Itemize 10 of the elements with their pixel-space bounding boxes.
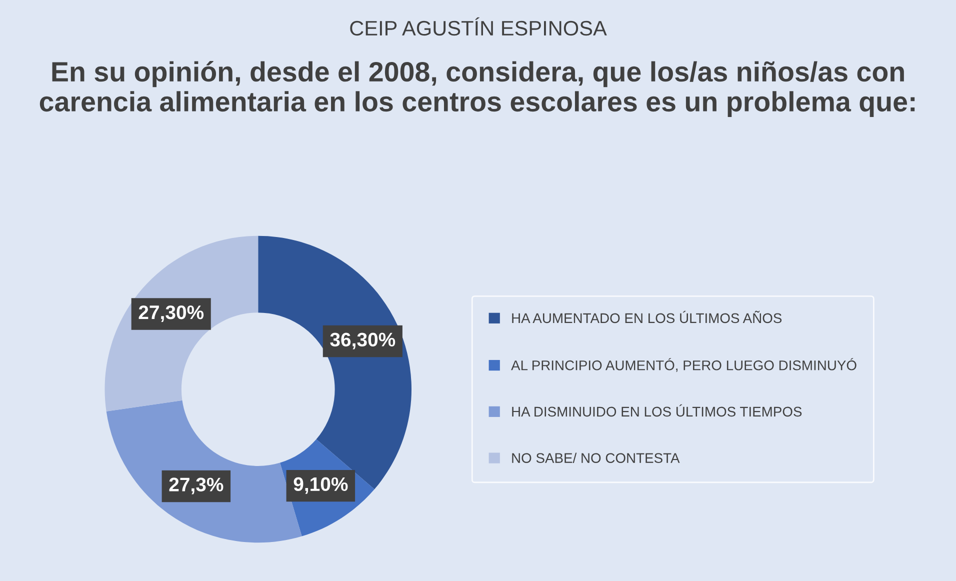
data-label: 27,3% <box>169 478 224 494</box>
data-label: 36,30% <box>330 332 396 350</box>
legend-label: NO SABE/ NO CONTESTA <box>512 452 680 463</box>
legend-label: AL PRINCIPIO AUMENTÓ, PERO LUEGO DISMINUYÓ <box>511 358 856 372</box>
data-label: 27,30% <box>138 305 204 322</box>
legend-label: HA DISMINUIDO EN LOS ÚLTIMOS TIEMPOS <box>512 404 802 417</box>
legend-label: HA AUMENTADO EN LOS ÚLTIMOS AÑOS <box>512 310 782 324</box>
data-label: 9,10% <box>294 477 348 494</box>
chart-subtitle: En su opinión, desde el 2008, considera, que los/as niños/as con carencia alimentaria en los centros escolares es un problema que: <box>40 61 915 118</box>
chart-title: CEIP AGUSTÍN ESPINOSA <box>350 17 607 36</box>
